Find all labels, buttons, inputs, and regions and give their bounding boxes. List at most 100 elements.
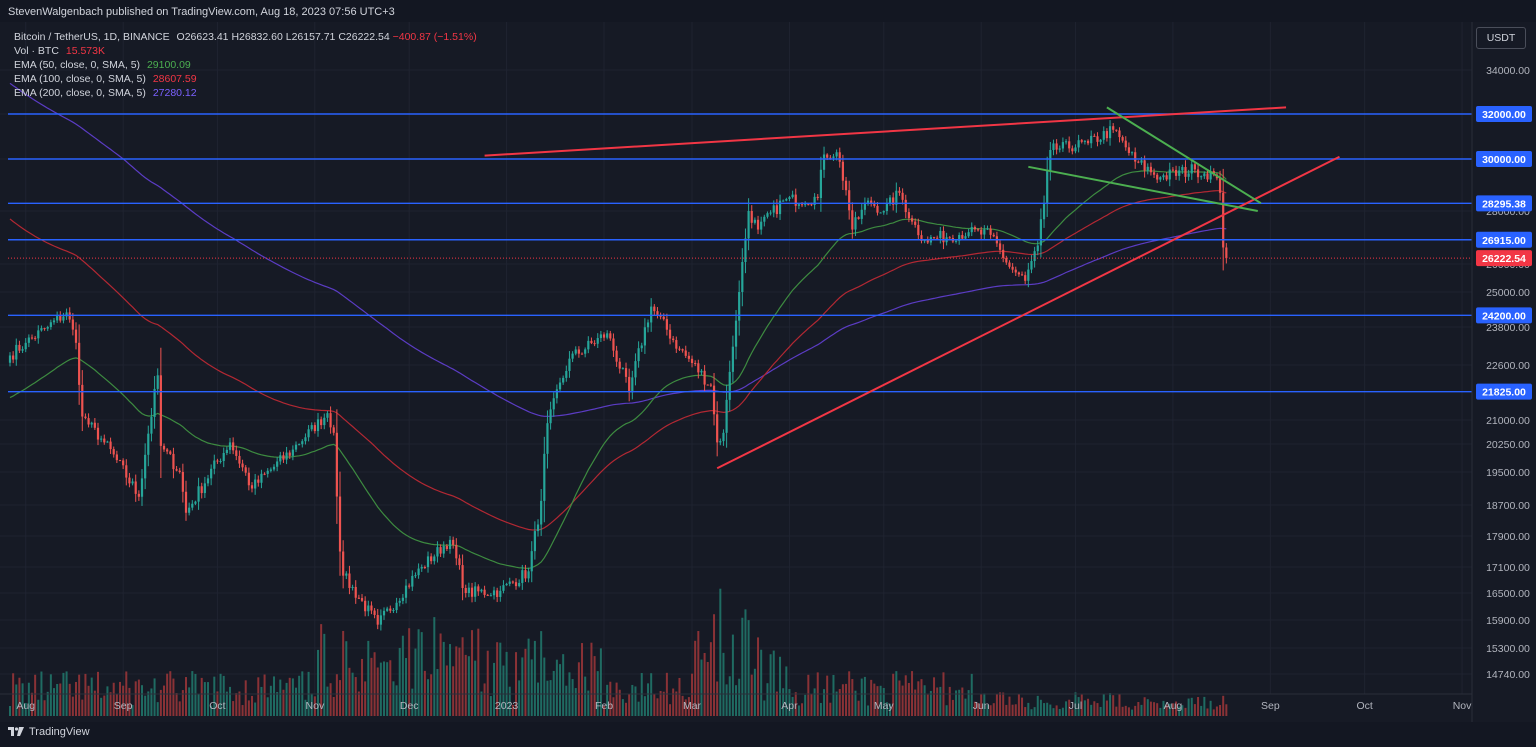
volume-label[interactable]: Vol · BTC (14, 45, 59, 57)
level-price-tag (1476, 383, 1532, 400)
candle-body (137, 493, 140, 497)
candle (904, 194, 907, 219)
volume-bar (436, 669, 439, 716)
tradingview-logo[interactable]: TradingView (8, 726, 90, 738)
candle (1014, 266, 1017, 276)
chart-area[interactable]: 34000.0032000.0030000.0028000.0026000.00… (0, 22, 1536, 747)
volume-bar (115, 693, 118, 716)
candle (788, 195, 791, 202)
volume-bar (1052, 708, 1055, 716)
candle (364, 596, 367, 617)
candle (750, 205, 753, 229)
candle-body (392, 610, 395, 612)
candle-body (30, 337, 34, 339)
candle-body (961, 235, 964, 239)
volume-bar (1203, 696, 1206, 716)
candle-body (511, 581, 514, 583)
candle (1222, 168, 1225, 271)
volume-bar (109, 692, 112, 716)
candle (411, 570, 414, 591)
candle-body (907, 212, 910, 219)
candle-body (100, 438, 103, 440)
candle (241, 459, 244, 472)
candle-body (986, 228, 989, 230)
candle (527, 567, 530, 583)
candle (986, 225, 989, 231)
candle (379, 609, 382, 631)
candle (709, 383, 712, 387)
candle (367, 600, 370, 617)
candle-body (1203, 173, 1206, 177)
candle-body (546, 423, 549, 454)
ema200-label[interactable]: EMA (200, close, 0, SMA, 5) (14, 87, 146, 99)
volume-bar (229, 686, 232, 716)
volume-bar (461, 637, 464, 716)
volume-bar (584, 676, 587, 716)
candle-body (1068, 141, 1071, 149)
candle-body (778, 200, 782, 215)
candle-body (844, 180, 848, 191)
currency-button[interactable]: USDT (1476, 27, 1526, 49)
candle (1190, 158, 1193, 180)
volume-bar (216, 691, 219, 716)
volume-bar (1074, 692, 1077, 716)
level-price-label: 32000.00 (1482, 109, 1526, 121)
candle-body (250, 485, 254, 489)
candle-body (260, 473, 263, 483)
candle-body (162, 445, 166, 450)
volume-bar (235, 693, 238, 716)
volume-bar (1143, 697, 1146, 716)
volume-bar (24, 702, 27, 716)
volume-bar (788, 689, 791, 716)
candle-body (681, 349, 684, 351)
candle (1200, 175, 1203, 180)
candle (313, 422, 316, 434)
symbol-name[interactable]: Bitcoin / TetherUS, 1D, BINANCE (14, 31, 170, 43)
candle-body (813, 196, 816, 206)
candle-body (140, 478, 144, 497)
candle-body (540, 500, 543, 525)
price-chart[interactable]: 34000.0032000.0030000.0028000.0026000.00… (0, 22, 1536, 722)
volume-bar (84, 673, 87, 716)
tradingview-brand-text: TradingView (29, 726, 90, 738)
candle (1017, 271, 1021, 277)
volume-bar (1171, 703, 1174, 716)
volume-bar (213, 676, 216, 716)
candle (873, 200, 876, 208)
candle (492, 586, 496, 600)
ema100-label[interactable]: EMA (100, close, 0, SMA, 5) (14, 73, 146, 85)
candle (756, 215, 760, 235)
candle-body (1027, 269, 1030, 281)
volume-bar (675, 691, 678, 716)
candle-body (222, 453, 225, 462)
candle-body (621, 368, 624, 370)
volume-bar (247, 700, 250, 716)
volume-bar (163, 685, 166, 716)
time-tick-label: 2023 (495, 700, 519, 712)
candle-body (788, 197, 791, 200)
volume-bar (477, 628, 480, 716)
candle (725, 384, 728, 448)
volume-bar (892, 673, 895, 716)
volume-bar (1017, 693, 1020, 716)
candle (584, 347, 587, 358)
candle (753, 217, 756, 225)
candle (687, 351, 690, 362)
volume-bar (455, 646, 458, 716)
symbol-row: Bitcoin / TetherUS, 1D, BINANCE O26623.4… (14, 30, 477, 44)
candle-body (417, 568, 420, 576)
candle (697, 359, 700, 379)
candle-body (404, 585, 408, 598)
ema50-label[interactable]: EMA (50, close, 0, SMA, 5) (14, 59, 141, 71)
volume-bar (769, 654, 772, 716)
candle-body (741, 262, 744, 292)
candle-body (584, 349, 587, 354)
candle (389, 605, 392, 614)
candle-body (700, 370, 703, 373)
candle-body (816, 196, 819, 198)
candle-body (804, 204, 807, 206)
candle-body (8, 355, 12, 363)
change-value: −400.87 (−1.51%) (392, 31, 477, 43)
candle-body (40, 328, 43, 331)
volume-bar (282, 689, 285, 716)
